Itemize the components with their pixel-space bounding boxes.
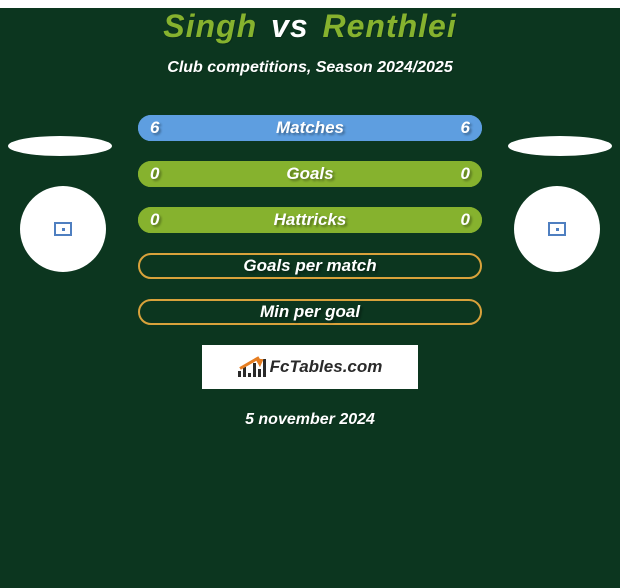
vs-word: vs xyxy=(271,8,309,44)
player-left-name: Singh xyxy=(163,8,257,44)
stat-value-left: 0 xyxy=(150,207,159,233)
stat-row: Matches6 6 xyxy=(138,115,482,141)
player-right-name: Renthlei xyxy=(323,8,457,44)
stats-area: Matches66Goals00Hattricks00Goals per mat… xyxy=(0,115,620,325)
stat-value-left: 6 xyxy=(150,115,159,141)
stat-value-right: 6 xyxy=(461,115,470,141)
stat-value-right: 0 xyxy=(461,161,470,187)
stat-row: Min per goal xyxy=(138,299,482,325)
logo-text: FcTables.com xyxy=(270,357,383,377)
page-title: Singh vs Renthlei xyxy=(0,8,620,45)
page-root: Singh vs Renthlei Club competitions, Sea… xyxy=(0,8,620,588)
logo-arrow-icon xyxy=(240,361,262,375)
date-line: 5 november 2024 xyxy=(0,411,620,429)
stat-label: Goals per match xyxy=(138,253,482,279)
stat-label: Min per goal xyxy=(138,299,482,325)
stat-value-left: 0 xyxy=(150,161,159,187)
stat-row: Goals0 0 xyxy=(138,161,482,187)
stat-label: Matches xyxy=(138,115,482,141)
logo-box: FcTables.com xyxy=(202,345,418,389)
stat-label: Goals xyxy=(138,161,482,187)
stat-row: Goals per match xyxy=(138,253,482,279)
subtitle: Club competitions, Season 2024/2025 xyxy=(0,59,620,77)
stat-label: Hattricks xyxy=(138,207,482,233)
stat-value-right: 0 xyxy=(461,207,470,233)
stat-row: Hattricks0 0 xyxy=(138,207,482,233)
